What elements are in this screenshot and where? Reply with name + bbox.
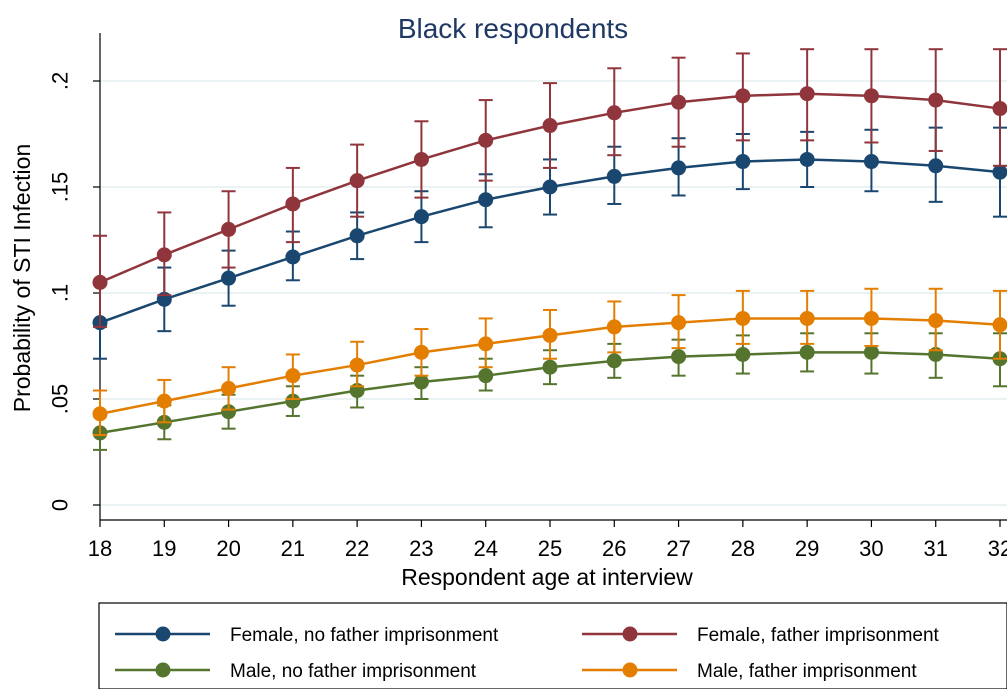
legend-item: Male, no father imprisonment xyxy=(115,661,477,682)
x-tick-label: 30 xyxy=(859,536,883,561)
grid xyxy=(100,80,1007,506)
x-tick-label: 29 xyxy=(795,536,819,561)
data-point xyxy=(606,319,622,335)
legend-marker xyxy=(155,626,171,642)
legend-item: Female, father imprisonment xyxy=(582,625,940,646)
legend-marker xyxy=(622,626,638,642)
data-point xyxy=(671,94,687,110)
data-point xyxy=(478,368,494,384)
x-tick-label: 18 xyxy=(88,536,112,561)
data-point xyxy=(671,349,687,365)
data-point xyxy=(285,249,301,265)
data-point xyxy=(735,346,751,362)
data-point xyxy=(156,393,172,409)
data-point xyxy=(606,105,622,121)
legend-item: Male, father imprisonment xyxy=(582,661,917,682)
data-point xyxy=(221,221,237,237)
x-tick-label: 25 xyxy=(538,536,562,561)
legend-item: Female, no father imprisonment xyxy=(115,625,499,646)
data-point xyxy=(863,344,879,360)
x-tick-label: 26 xyxy=(602,536,626,561)
series-group xyxy=(92,48,1007,328)
data-point xyxy=(285,393,301,409)
data-point xyxy=(735,154,751,170)
data-point xyxy=(799,86,815,102)
x-tick-label: 21 xyxy=(281,536,305,561)
data-point xyxy=(221,270,237,286)
x-tick-label: 28 xyxy=(731,536,755,561)
y-tick-label: .05 xyxy=(48,384,73,415)
data-point xyxy=(606,353,622,369)
data-point xyxy=(799,310,815,326)
y-axis-title: Probability of STI Infection xyxy=(9,144,35,412)
data-point xyxy=(285,196,301,212)
chart-title: Black respondents xyxy=(398,13,628,44)
data-point xyxy=(156,247,172,263)
legend-marker xyxy=(622,662,638,678)
legend-label: Female, father imprisonment xyxy=(697,625,940,646)
data-point xyxy=(413,344,429,360)
data-point xyxy=(349,228,365,244)
data-point xyxy=(349,173,365,189)
data-point xyxy=(478,192,494,208)
data-point xyxy=(606,168,622,184)
x-tick-label: 22 xyxy=(345,536,369,561)
y-tick-label: .2 xyxy=(48,72,73,90)
data-point xyxy=(478,336,494,352)
legend-label: Female, no father imprisonment xyxy=(230,625,499,646)
x-tick-label: 27 xyxy=(666,536,690,561)
data-point xyxy=(542,118,558,134)
series-group xyxy=(92,287,1007,437)
x-tick-label: 24 xyxy=(473,536,497,561)
x-tick-label: 20 xyxy=(216,536,240,561)
data-point xyxy=(863,154,879,170)
x-axis-title: Respondent age at interview xyxy=(401,564,693,590)
x-tick-label: 19 xyxy=(152,536,176,561)
data-point xyxy=(992,317,1007,333)
data-point xyxy=(863,310,879,326)
data-point xyxy=(863,88,879,104)
data-point xyxy=(928,92,944,108)
data-point xyxy=(542,179,558,195)
legend-label: Male, no father imprisonment xyxy=(230,661,477,682)
data-point xyxy=(671,315,687,331)
data-point xyxy=(542,359,558,375)
data-point xyxy=(221,380,237,396)
axes: 0 .05 .1 .15 .2 18 19 20 21 22 23 24 25 26 27 28 29 30 31 3… xyxy=(48,33,1007,561)
legend-box xyxy=(98,602,1007,689)
x-tick-label: 32 xyxy=(988,536,1007,561)
data-point xyxy=(92,406,108,422)
data-point xyxy=(735,310,751,326)
data-point xyxy=(799,151,815,167)
x-tick-label: 31 xyxy=(923,536,947,561)
data-point xyxy=(349,357,365,373)
data-point xyxy=(285,368,301,384)
y-tick-label: .1 xyxy=(48,284,73,302)
data-point xyxy=(221,404,237,420)
data-point xyxy=(992,101,1007,117)
y-tick-label: 0 xyxy=(48,499,73,511)
data-point xyxy=(735,88,751,104)
legend: Female, no father imprisonment Female, fa… xyxy=(98,602,1007,689)
data-point xyxy=(413,374,429,390)
data-point xyxy=(671,160,687,176)
data-point xyxy=(928,313,944,329)
series xyxy=(92,48,1007,451)
data-point xyxy=(478,132,494,148)
legend-marker xyxy=(155,662,171,678)
x-tick-label: 23 xyxy=(409,536,433,561)
data-point xyxy=(92,274,108,290)
data-point xyxy=(799,344,815,360)
data-point xyxy=(992,164,1007,180)
data-point xyxy=(928,158,944,174)
data-point xyxy=(542,327,558,343)
legend-label: Male, father imprisonment xyxy=(697,661,917,682)
y-tick-label: .15 xyxy=(48,172,73,203)
data-point xyxy=(413,209,429,225)
data-point xyxy=(413,151,429,167)
